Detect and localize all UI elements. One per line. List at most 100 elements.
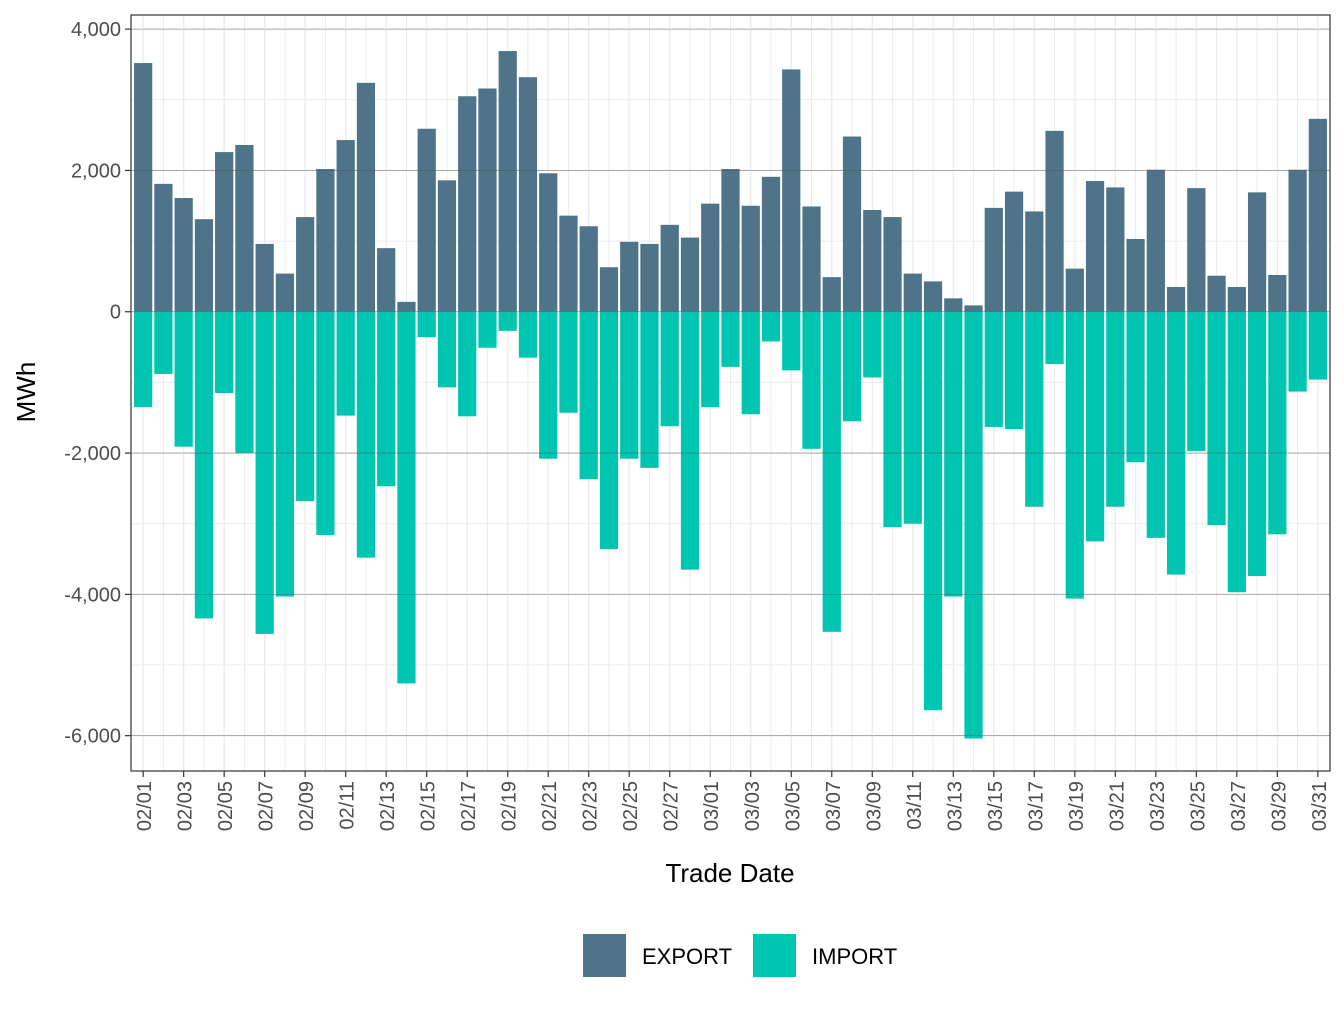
bar-export-02-15 bbox=[417, 128, 436, 312]
bar-import-02-10 bbox=[316, 311, 335, 536]
bar-import-02-27 bbox=[660, 311, 679, 427]
bar-import-02-18 bbox=[478, 311, 497, 348]
x-tick-label: 02/15 bbox=[418, 781, 440, 831]
bar-import-02-22 bbox=[559, 311, 578, 413]
bar-export-02-27 bbox=[660, 224, 679, 312]
bar-import-03-16 bbox=[1004, 311, 1024, 430]
x-tick-label: 03/31 bbox=[1309, 781, 1331, 831]
bar-import-03-08 bbox=[842, 311, 862, 422]
bar-export-03-21 bbox=[1106, 187, 1125, 312]
y-tick-label: 4,000 bbox=[71, 19, 121, 41]
bar-import-03-23 bbox=[1146, 311, 1165, 538]
bar-export-03-09 bbox=[863, 210, 882, 312]
x-tick-label: 03/05 bbox=[782, 781, 804, 831]
bar-export-02-11 bbox=[336, 140, 355, 312]
x-tick-label: 02/05 bbox=[215, 781, 237, 831]
bar-export-03-04 bbox=[761, 176, 781, 312]
bar-export-02-12 bbox=[356, 82, 376, 312]
bar-import-03-07 bbox=[822, 311, 841, 632]
bar-export-02-01 bbox=[134, 63, 153, 312]
x-tick-label: 02/09 bbox=[296, 781, 318, 831]
bar-import-02-11 bbox=[336, 311, 355, 416]
x-tick-label: 03/07 bbox=[823, 781, 845, 831]
bar-export-02-08 bbox=[275, 273, 295, 312]
bar-import-02-28 bbox=[680, 311, 700, 570]
legend-label-export: EXPORT bbox=[642, 944, 732, 969]
bar-import-03-30 bbox=[1288, 311, 1307, 392]
y-tick-label: 2,000 bbox=[71, 160, 121, 182]
bar-export-03-05 bbox=[782, 69, 801, 312]
bar-export-02-23 bbox=[579, 226, 598, 312]
legend: EXPORT IMPORT bbox=[583, 934, 897, 977]
bar-export-03-30 bbox=[1288, 169, 1307, 312]
x-tick-label: 02/19 bbox=[499, 781, 521, 831]
x-tick-label: 03/17 bbox=[1025, 781, 1047, 831]
bar-export-03-14 bbox=[964, 305, 983, 312]
x-tick-label: 03/29 bbox=[1268, 781, 1290, 831]
y-axis: 4,000 2,000 0 -2,000 -4,000 -6,000 bbox=[64, 19, 131, 748]
bar-export-02-20 bbox=[518, 77, 538, 312]
bar-export-03-27 bbox=[1227, 287, 1246, 312]
bar-export-03-01 bbox=[701, 203, 720, 312]
bar-import-02-16 bbox=[437, 311, 457, 388]
bar-import-02-05 bbox=[215, 311, 234, 393]
x-tick-label: 02/01 bbox=[134, 781, 156, 831]
legend-label-import: IMPORT bbox=[812, 944, 897, 969]
bar-export-02-04 bbox=[194, 219, 214, 312]
bar-export-03-17 bbox=[1025, 211, 1044, 312]
bar-import-02-03 bbox=[174, 311, 193, 447]
bar-export-03-11 bbox=[903, 273, 922, 312]
bar-import-02-24 bbox=[599, 311, 619, 550]
x-tick-label: 03/15 bbox=[985, 781, 1007, 831]
bar-export-02-06 bbox=[235, 145, 254, 312]
bar-export-03-15 bbox=[984, 207, 1003, 312]
bar-import-02-25 bbox=[620, 311, 639, 459]
x-tick-label: 02/21 bbox=[539, 781, 561, 831]
bar-import-03-22 bbox=[1126, 311, 1145, 463]
bar-import-03-09 bbox=[863, 311, 882, 378]
bar-export-02-26 bbox=[640, 243, 659, 312]
bar-export-02-02 bbox=[154, 183, 173, 312]
bar-export-03-12 bbox=[923, 281, 943, 312]
bar-export-02-18 bbox=[478, 88, 497, 312]
bar-import-03-28 bbox=[1247, 311, 1267, 576]
bar-export-02-10 bbox=[316, 169, 335, 312]
bar-export-02-05 bbox=[215, 152, 234, 312]
bar-export-02-14 bbox=[397, 301, 416, 312]
bar-import-02-17 bbox=[458, 311, 477, 417]
bar-import-02-02 bbox=[154, 311, 173, 374]
bar-import-02-26 bbox=[640, 311, 659, 468]
bar-export-03-19 bbox=[1065, 268, 1084, 312]
bar-export-03-26 bbox=[1207, 275, 1226, 312]
bar-import-03-05 bbox=[782, 311, 801, 371]
bar-export-02-17 bbox=[458, 96, 477, 312]
x-tick-label: 03/01 bbox=[701, 781, 723, 831]
bar-import-02-09 bbox=[296, 311, 315, 502]
bar-import-03-25 bbox=[1187, 311, 1206, 451]
bar-import-03-31 bbox=[1308, 311, 1327, 380]
bar-import-03-27 bbox=[1227, 311, 1246, 593]
bar-import-03-17 bbox=[1025, 311, 1044, 507]
bar-import-03-14 bbox=[964, 311, 983, 739]
bar-export-02-07 bbox=[255, 243, 274, 312]
bar-export-03-24 bbox=[1166, 287, 1186, 312]
bar-import-02-14 bbox=[397, 311, 416, 684]
x-tick-label: 02/03 bbox=[175, 781, 197, 831]
bar-import-02-21 bbox=[539, 311, 558, 459]
x-tick-label: 03/13 bbox=[944, 781, 966, 831]
bar-import-02-04 bbox=[194, 311, 214, 619]
bar-import-03-02 bbox=[721, 311, 740, 367]
legend-swatch-import bbox=[753, 934, 796, 977]
y-tick-label: 0 bbox=[110, 302, 121, 324]
bar-export-02-13 bbox=[377, 248, 396, 312]
bar-import-03-29 bbox=[1268, 311, 1287, 535]
bar-export-03-29 bbox=[1268, 275, 1287, 312]
x-tick-label: 02/07 bbox=[256, 781, 278, 831]
x-tick-label: 02/11 bbox=[337, 781, 359, 830]
x-tick-label: 03/21 bbox=[1106, 781, 1128, 831]
bar-export-02-03 bbox=[174, 197, 193, 312]
x-axis-title: Trade Date bbox=[665, 858, 794, 888]
bar-import-03-13 bbox=[944, 311, 963, 597]
bar-import-02-01 bbox=[134, 311, 153, 408]
